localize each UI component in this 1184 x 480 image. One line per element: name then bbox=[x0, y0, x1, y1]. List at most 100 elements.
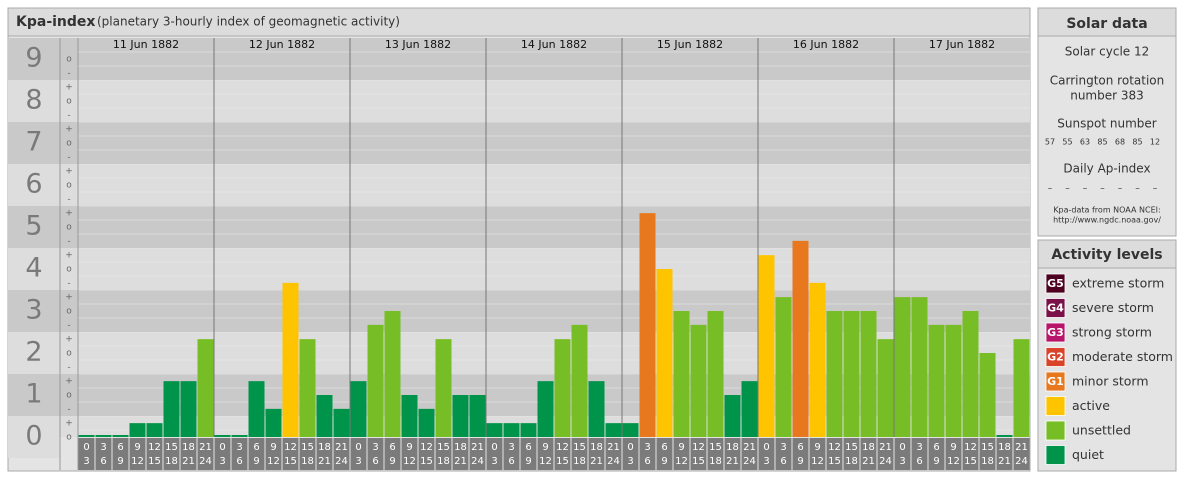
hour-box bbox=[384, 438, 401, 470]
minor-tick-label: + bbox=[65, 83, 73, 93]
hour-label: 6 bbox=[117, 442, 123, 453]
minor-tick-label: o bbox=[66, 139, 72, 149]
bar bbox=[843, 311, 860, 437]
hour-label: 3 bbox=[100, 442, 106, 453]
hour-box bbox=[928, 438, 945, 470]
hour-label: 6 bbox=[508, 456, 514, 467]
day-label: 11 Jun 1882 bbox=[113, 38, 179, 51]
bar bbox=[95, 435, 112, 437]
grid-band bbox=[60, 38, 1030, 80]
hour-box bbox=[112, 438, 129, 470]
hour-box bbox=[452, 438, 469, 470]
hour-label: 12 bbox=[284, 442, 297, 453]
hour-box bbox=[333, 438, 350, 470]
legend-swatch bbox=[1045, 396, 1066, 416]
hour-label: 21 bbox=[199, 442, 212, 453]
bar bbox=[588, 381, 605, 437]
hour-box bbox=[435, 438, 452, 470]
hour-label: 6 bbox=[797, 442, 803, 453]
bar bbox=[707, 311, 724, 437]
hour-box bbox=[792, 438, 809, 470]
minor-tick-label: - bbox=[67, 279, 70, 289]
hour-label: 9 bbox=[797, 456, 803, 467]
hour-label: 12 bbox=[148, 442, 161, 453]
sunspot-number: 55 bbox=[1062, 138, 1072, 147]
label-band bbox=[8, 38, 60, 80]
legend-label: active bbox=[1072, 398, 1110, 413]
bar bbox=[622, 423, 639, 437]
hour-label: 3 bbox=[508, 442, 514, 453]
hour-label: 6 bbox=[780, 456, 786, 467]
hour-label: 9 bbox=[661, 456, 667, 467]
bar bbox=[452, 395, 469, 437]
hour-box bbox=[622, 438, 639, 470]
subtitle: (planetary 3-hourly index of geomagnetic… bbox=[97, 15, 400, 29]
day-label: 16 Jun 1882 bbox=[793, 38, 859, 51]
bar bbox=[758, 255, 775, 437]
day-label: 17 Jun 1882 bbox=[929, 38, 995, 51]
hour-box bbox=[95, 438, 112, 470]
minor-tick-label: o bbox=[66, 391, 72, 401]
levels-title: Activity levels bbox=[1051, 247, 1162, 263]
hour-label: 3 bbox=[83, 456, 89, 467]
ap-title: Daily Ap-index bbox=[1063, 162, 1150, 176]
hour-label: 6 bbox=[661, 442, 667, 453]
y-tick-label: 6 bbox=[25, 169, 42, 200]
hour-label: 24 bbox=[607, 456, 620, 467]
hour-box bbox=[894, 438, 911, 470]
hour-box bbox=[503, 438, 520, 470]
hour-label: 21 bbox=[182, 456, 195, 467]
bar bbox=[231, 435, 248, 437]
hour-label: 3 bbox=[916, 442, 922, 453]
hour-label: 12 bbox=[539, 456, 552, 467]
hour-label: 15 bbox=[845, 442, 858, 453]
ap-value: – bbox=[1065, 184, 1070, 194]
hour-label: 6 bbox=[933, 442, 939, 453]
y-tick-label: 9 bbox=[25, 43, 42, 74]
hour-box bbox=[656, 438, 673, 470]
bar bbox=[656, 269, 673, 437]
sunspot-number: 63 bbox=[1080, 138, 1090, 147]
grid-band bbox=[60, 206, 1030, 248]
hour-label: 15 bbox=[573, 442, 586, 453]
hour-label: 6 bbox=[253, 442, 259, 453]
rotation: Carrington rotation bbox=[1050, 74, 1164, 88]
hour-label: 3 bbox=[763, 456, 769, 467]
hour-box bbox=[520, 438, 537, 470]
minor-tick-label: - bbox=[67, 405, 70, 415]
bar bbox=[605, 423, 622, 437]
bar bbox=[724, 395, 741, 437]
hour-label: 12 bbox=[947, 456, 960, 467]
bar bbox=[690, 324, 707, 437]
legend-badge: G1 bbox=[1047, 375, 1064, 388]
hour-label: 21 bbox=[318, 456, 331, 467]
hour-label: 6 bbox=[100, 456, 106, 467]
y-tick-label: 0 bbox=[25, 421, 42, 452]
hour-label: 24 bbox=[743, 456, 756, 467]
bar bbox=[299, 339, 316, 437]
y-tick-label: 8 bbox=[25, 85, 42, 116]
bar bbox=[469, 395, 486, 437]
hour-box bbox=[554, 438, 571, 470]
hour-label: 18 bbox=[862, 442, 875, 453]
hour-box bbox=[537, 438, 554, 470]
minor-tick-label: - bbox=[67, 195, 70, 205]
hour-box bbox=[809, 438, 826, 470]
hour-box bbox=[673, 438, 690, 470]
hour-box bbox=[78, 438, 95, 470]
ap-value: – bbox=[1135, 184, 1140, 194]
hour-box bbox=[758, 438, 775, 470]
legend-swatch bbox=[1045, 322, 1066, 343]
ap-value: – bbox=[1100, 184, 1105, 194]
ap-value: – bbox=[1048, 184, 1053, 194]
hour-box bbox=[945, 438, 962, 470]
hour-label: 6 bbox=[644, 456, 650, 467]
bar bbox=[554, 339, 571, 437]
hour-label: 18 bbox=[318, 442, 331, 453]
bar bbox=[809, 282, 826, 437]
label-band bbox=[8, 80, 60, 122]
hour-label: 12 bbox=[420, 442, 433, 453]
bar bbox=[911, 297, 928, 437]
